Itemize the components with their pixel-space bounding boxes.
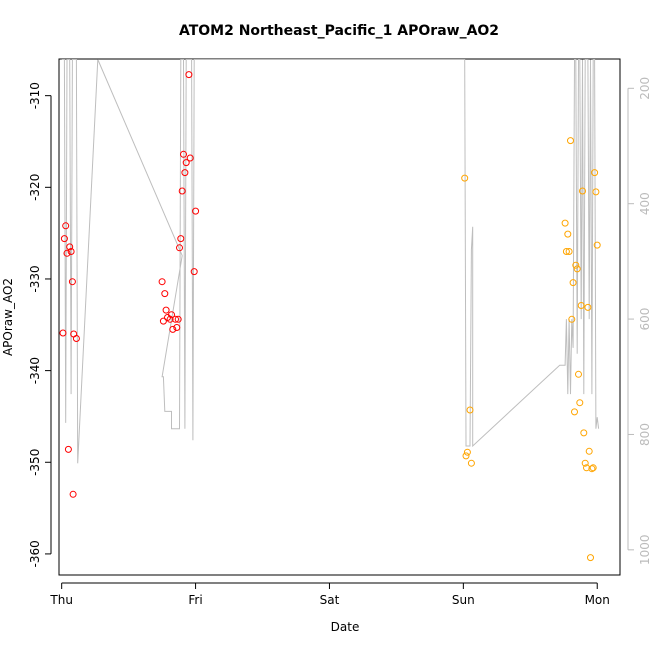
- data-point-orange: [568, 315, 576, 323]
- y2-tick-label: 800: [638, 423, 650, 446]
- chart-title: ATOM2 Northeast_Pacific_1 APOraw_AO2: [179, 23, 499, 39]
- data-point-red: [64, 445, 72, 453]
- data-point-red: [186, 154, 194, 162]
- y2-tick-label: 200: [638, 77, 650, 100]
- data-point-red: [182, 159, 190, 167]
- data-point-red: [63, 249, 71, 257]
- y-axis-label: APOraw_AO2: [1, 278, 15, 356]
- data-point-orange: [567, 137, 574, 145]
- data-point-orange: [591, 169, 599, 177]
- data-point-red: [68, 278, 76, 286]
- data-point-red: [162, 306, 170, 314]
- data-point-orange: [564, 230, 572, 238]
- data-point-red: [181, 169, 189, 177]
- data-point-orange: [572, 261, 580, 269]
- data-point-orange: [588, 465, 596, 473]
- x-axis-label: Date: [331, 620, 360, 634]
- data-point-orange: [580, 429, 588, 437]
- data-point-orange: [576, 399, 584, 407]
- data-point-orange: [562, 248, 570, 255]
- data-point-orange: [577, 302, 585, 309]
- data-point-red: [185, 71, 193, 79]
- plot-frame: [58, 58, 621, 576]
- data-point-orange: [463, 448, 471, 456]
- x-tick-label: Fri: [188, 593, 202, 607]
- data-point-red: [159, 317, 167, 325]
- data-point-red: [67, 248, 75, 255]
- data-point-red: [178, 187, 186, 195]
- data-point-red: [169, 325, 177, 333]
- x-tick-label: Mon: [585, 593, 610, 607]
- data-point-orange: [593, 241, 601, 249]
- y-tick-label: -340: [28, 357, 42, 384]
- data-point-orange: [565, 248, 573, 255]
- y-tick-label: -350: [28, 449, 42, 476]
- y-tick-label: -360: [28, 540, 42, 567]
- y2-tick-label: 600: [638, 308, 650, 331]
- data-point-orange: [467, 459, 475, 467]
- y2-tick-label: 1000: [638, 535, 650, 566]
- data-point-red: [192, 207, 200, 215]
- data-point-orange: [581, 459, 589, 467]
- data-point-red: [69, 490, 77, 498]
- data-point-orange: [592, 188, 600, 196]
- y-tick-label: -310: [28, 82, 42, 109]
- x-tick-label: Sun: [452, 593, 475, 607]
- data-point-red: [60, 235, 68, 243]
- data-point-orange: [579, 187, 586, 195]
- y-tick-label: -330: [28, 265, 42, 292]
- data-point-red: [62, 222, 70, 230]
- data-point-red: [166, 315, 174, 323]
- data-point-red: [59, 329, 67, 337]
- data-point-red: [174, 315, 182, 323]
- data-point-red: [72, 335, 80, 342]
- data-point-red: [180, 150, 187, 158]
- data-point-orange: [584, 303, 592, 311]
- plot-area: Thu Fri Sat Sun Mon -310 -320 -330 -340 -350 -360 2…: [28, 59, 650, 607]
- data-point-orange: [462, 452, 470, 460]
- data-point-red: [168, 311, 175, 319]
- data-point-orange: [587, 554, 594, 562]
- x-tick-label: Thu: [49, 593, 73, 607]
- data-point-orange: [561, 219, 569, 227]
- data-point-red: [161, 290, 169, 298]
- data-point-orange: [585, 447, 593, 455]
- grey-line-series: [61, 59, 600, 464]
- data-point-orange: [569, 279, 577, 287]
- x-tick-label: Sat: [320, 593, 340, 607]
- data-point-orange: [466, 406, 474, 414]
- data-point-red: [172, 315, 179, 323]
- y-tick-label: -320: [28, 174, 42, 201]
- data-point-orange: [573, 265, 581, 273]
- data-point-red: [177, 235, 185, 243]
- data-point-red: [173, 324, 181, 331]
- data-point-red: [66, 243, 74, 251]
- data-point-red: [158, 278, 166, 286]
- data-point-red: [176, 244, 183, 252]
- data-point-orange: [461, 174, 469, 182]
- data-point-red: [190, 268, 198, 276]
- y2-tick-label: 400: [638, 192, 650, 215]
- data-point-orange: [575, 370, 582, 378]
- data-point-orange: [589, 464, 597, 472]
- data-point-orange: [571, 408, 578, 416]
